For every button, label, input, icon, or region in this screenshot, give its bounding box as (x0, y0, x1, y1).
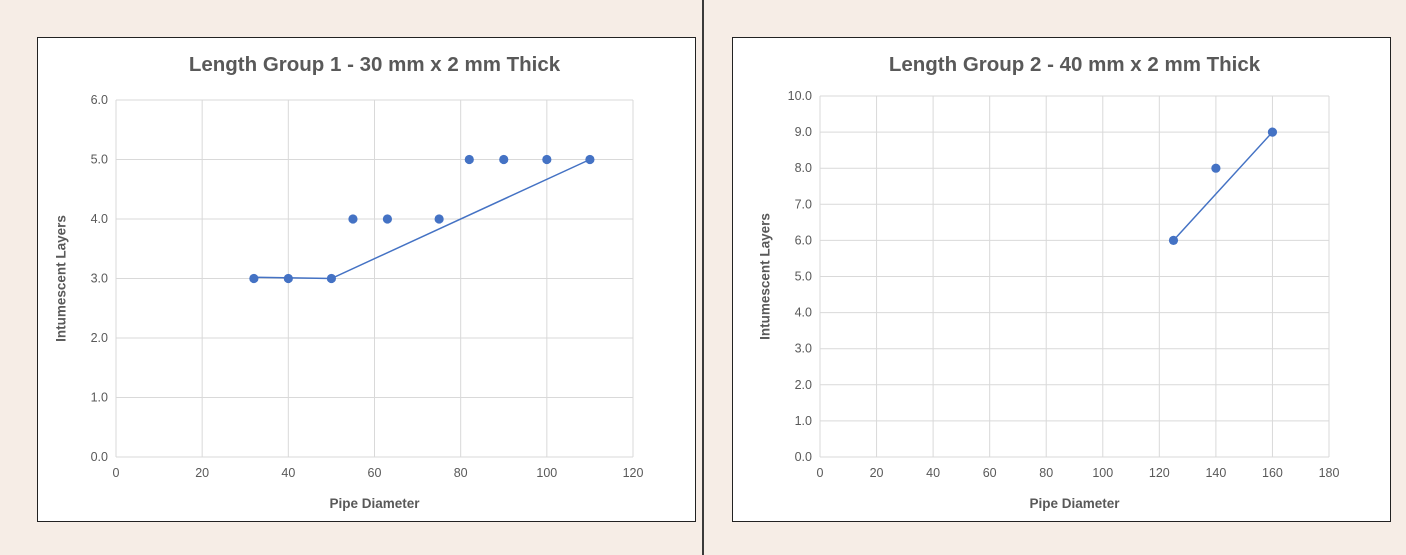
chart-2-x-tick-label: 40 (926, 466, 940, 480)
chart-2-y-axis-label: Intumescent Layers (758, 213, 773, 340)
chart-2-y-tick-label: 3.0 (795, 342, 812, 356)
chart-1-x-axis-label: Pipe Diameter (329, 496, 420, 511)
chart-1-y-tick-label: 2.0 (91, 331, 108, 345)
chart-2-plot: 0 20 40 60 80 100 120 140 160 180 0.0 1.0 2.0 3.0 4.0… (758, 53, 1340, 511)
chart-1-data-point (326, 273, 337, 284)
chart-1-x-tick-label: 120 (623, 466, 644, 480)
chart-2-y-tick-label: 10.0 (788, 89, 812, 103)
chart-2-x-tick-label: 80 (1039, 466, 1053, 480)
chart-2-y-tick-label: 9.0 (795, 125, 812, 139)
chart-1-data-point (542, 154, 552, 165)
chart-2-x-tick-label: 100 (1092, 466, 1113, 480)
chart-1-y-tick-label: 4.0 (91, 212, 108, 226)
chart-2-x-tick-label: 120 (1149, 466, 1170, 480)
chart-1-frame: 0 20 40 60 80 100 120 0.0 1.0 2.0 3.0 4.0 5.0 6.0 Le… (37, 37, 696, 522)
chart-2-y-tick-label: 7.0 (795, 197, 812, 211)
chart-1-data-point (464, 154, 474, 165)
chart-2-y-tick-label: 1.0 (795, 414, 812, 428)
chart-2-data-point (1267, 127, 1278, 137)
chart-2-title: Length Group 2 - 40 mm x 2 mm Thick (889, 53, 1261, 76)
chart-1-y-tick-label: 3.0 (91, 272, 108, 286)
chart-2-x-tick-label: 180 (1319, 466, 1340, 480)
chart-1-data-point (585, 154, 595, 165)
chart-1-y-tick-label: 1.0 (91, 391, 108, 405)
chart-1-data-point (249, 273, 259, 284)
chart-1-title: Length Group 1 - 30 mm x 2 mm Thick (189, 53, 561, 76)
chart-1-x-tick-label: 60 (368, 466, 382, 480)
chart-2-y-tick-label: 5.0 (795, 270, 812, 284)
chart-2-x-tick-label: 0 (817, 466, 824, 480)
chart-1-x-tick-label: 40 (281, 466, 295, 480)
chart-1-plot: 0 20 40 60 80 100 120 0.0 1.0 2.0 3.0 4.0 5.0 6.0 Le… (54, 53, 644, 511)
chart-2-y-tick-label: 4.0 (795, 306, 812, 320)
panel-divider (702, 0, 704, 555)
chart-1-y-tick-label: 5.0 (91, 153, 108, 167)
chart-2-data-point (1211, 163, 1221, 173)
chart-2-x-axis-label: Pipe Diameter (1029, 496, 1120, 511)
chart-1-data-point (283, 273, 293, 284)
chart-1-x-tick-label: 100 (536, 466, 557, 480)
chart-2-y-tick-label: 0.0 (795, 450, 812, 464)
chart-2-frame: 0 20 40 60 80 100 120 140 160 180 0.0 1.0 2.0 3.0 4.0… (732, 37, 1391, 522)
chart-2-data-point (1168, 235, 1179, 245)
chart-1-x-tick-label: 0 (113, 466, 120, 480)
chart-1-data-point (382, 214, 393, 224)
chart-1-data-point (434, 214, 444, 224)
chart-2-y-tick-label: 8.0 (795, 161, 812, 175)
chart-2-y-tick-label: 2.0 (795, 378, 812, 392)
chart-2-y-tick-label: 6.0 (795, 233, 812, 247)
chart-2-x-tick-label: 60 (983, 466, 997, 480)
chart-1-data-point (348, 214, 358, 224)
chart-1-data-point (499, 154, 509, 165)
chart-1-x-tick-label: 20 (195, 466, 209, 480)
chart-1-y-tick-label: 6.0 (91, 93, 108, 107)
chart-2-trend-line (1172, 131, 1273, 241)
chart-1-x-tick-label: 80 (454, 466, 468, 480)
chart-1-y-tick-label: 0.0 (91, 450, 108, 464)
chart-2-x-tick-label: 140 (1205, 466, 1226, 480)
chart-2-x-tick-label: 160 (1262, 466, 1283, 480)
chart-1-y-axis-label: Intumescent Layers (54, 215, 69, 342)
chart-2-x-tick-label: 20 (870, 466, 884, 480)
